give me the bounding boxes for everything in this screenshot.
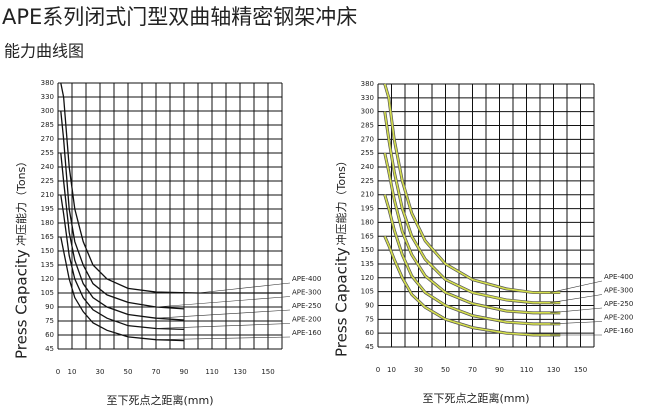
x-tick-label: 90 xyxy=(180,368,189,376)
y-tick-label: 75 xyxy=(45,317,54,325)
y-tick-label: 165 xyxy=(41,233,54,241)
x-tick-label: 150 xyxy=(261,368,274,376)
y-tick-label: 380 xyxy=(361,80,374,88)
legend-label: APE-160 xyxy=(292,329,321,337)
pointer xyxy=(156,310,290,318)
y-tick-label: 300 xyxy=(41,107,54,115)
y-tick-label: 120 xyxy=(361,274,374,282)
x-tick-label: 10 xyxy=(387,366,396,374)
y-tick-label: 120 xyxy=(41,275,54,283)
curve xyxy=(61,83,282,293)
y-tick-label: 210 xyxy=(361,191,374,199)
y-axis-sublabel: 冲压能力（Tons） xyxy=(334,155,348,245)
y-tick-label: 180 xyxy=(41,219,54,227)
x-tick-label: 0 xyxy=(56,368,60,376)
legend-label: APE-400 xyxy=(604,273,633,281)
legend-label: APE-200 xyxy=(604,314,633,322)
x-axis-label: 至下死点之距离(mm) xyxy=(422,391,529,405)
y-tick-label: 195 xyxy=(41,205,54,213)
y-tick-label: 135 xyxy=(41,261,54,269)
y-tick-label: 210 xyxy=(41,191,54,199)
y-tick-label: 380 xyxy=(41,79,54,87)
legend-label: APE-300 xyxy=(604,287,633,295)
x-tick-label: 130 xyxy=(233,368,246,376)
y-tick-label: 285 xyxy=(41,121,54,129)
y-tick-label: 195 xyxy=(361,205,374,213)
y-tick-label: 225 xyxy=(41,177,54,185)
y-tick-label: 90 xyxy=(45,303,54,311)
y-tick-label: 255 xyxy=(361,149,374,157)
legend-label: APE-300 xyxy=(292,289,321,297)
y-tick-label: 45 xyxy=(45,345,54,353)
y-tick-label: 150 xyxy=(361,246,374,254)
pointer xyxy=(156,324,290,329)
y-tick-label: 285 xyxy=(361,122,374,130)
y-tick-label: 165 xyxy=(361,232,374,240)
x-tick-label: 110 xyxy=(205,368,218,376)
page-title: APE系列闭式门型双曲轴精密钢架冲床 xyxy=(2,5,357,29)
y-tick-label: 75 xyxy=(365,315,374,323)
legend-label: APE-200 xyxy=(292,316,321,324)
x-tick-label: 90 xyxy=(495,366,504,374)
y-tick-label: 225 xyxy=(361,177,374,185)
pointer xyxy=(156,297,290,308)
page-subtitle: 能力曲线图 xyxy=(4,42,84,61)
y-tick-label: 180 xyxy=(361,218,374,226)
y-tick-label: 240 xyxy=(361,163,374,171)
y-tick-label: 240 xyxy=(41,163,54,171)
legend-label: APE-400 xyxy=(292,275,321,283)
y-tick-label: 330 xyxy=(361,94,374,102)
pointer xyxy=(156,337,290,340)
legend-label: APE-250 xyxy=(292,302,321,310)
x-axis-label: 至下死点之距离(mm) xyxy=(106,393,213,407)
y-axis-sublabel: 冲压能力（Tons） xyxy=(14,156,28,246)
y-tick-label: 45 xyxy=(365,343,374,351)
x-tick-label: 150 xyxy=(574,366,587,374)
y-tick-label: 60 xyxy=(45,331,54,339)
legend-label: APE-250 xyxy=(604,300,633,308)
y-tick-label: 135 xyxy=(361,260,374,268)
curve xyxy=(61,195,184,329)
y-tick-label: 60 xyxy=(365,329,374,337)
y-tick-label: 105 xyxy=(361,288,374,296)
y-tick-label: 270 xyxy=(361,135,374,143)
y-tick-label: 105 xyxy=(41,289,54,297)
x-tick-label: 110 xyxy=(520,366,533,374)
x-tick-label: 70 xyxy=(468,366,477,374)
x-tick-label: 70 xyxy=(152,368,161,376)
y-tick-label: 270 xyxy=(41,135,54,143)
x-tick-label: 30 xyxy=(96,368,105,376)
x-tick-label: 0 xyxy=(376,366,380,374)
x-tick-label: 30 xyxy=(414,366,423,374)
legend-label: APE-160 xyxy=(604,327,633,335)
x-tick-label: 10 xyxy=(68,368,77,376)
y-tick-label: 300 xyxy=(361,108,374,116)
y-tick-label: 90 xyxy=(365,301,374,309)
y-axis-label: Press Capacity xyxy=(333,247,351,357)
y-tick-label: 150 xyxy=(41,247,54,255)
y-axis-label: Press Capacity xyxy=(13,249,31,359)
y-tick-label: 255 xyxy=(41,149,54,157)
x-tick-label: 50 xyxy=(441,366,450,374)
x-tick-label: 50 xyxy=(124,368,133,376)
x-tick-label: 130 xyxy=(547,366,560,374)
y-tick-label: 330 xyxy=(41,93,54,101)
